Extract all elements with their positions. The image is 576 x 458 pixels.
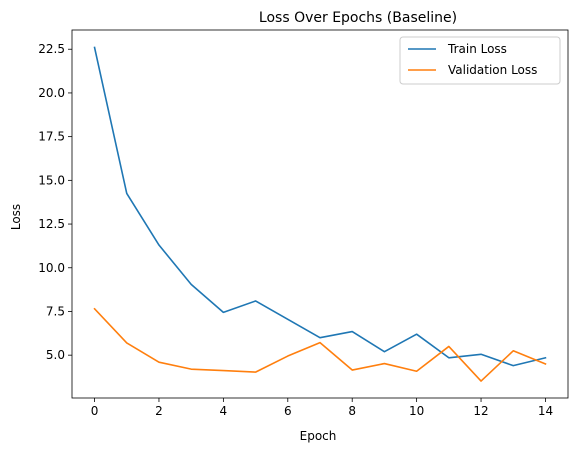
x-tick-label: 4 — [220, 404, 228, 418]
y-tick-label: 15.0 — [38, 173, 65, 187]
x-axis: 0 2 4 6 8 10 12 14 — [91, 398, 553, 418]
y-tick-label: 22.5 — [38, 42, 65, 56]
x-tick-label: 10 — [409, 404, 424, 418]
x-tick-label: 14 — [538, 404, 553, 418]
legend-label-train-loss: Train Loss — [447, 42, 507, 56]
x-tick-label: 0 — [91, 404, 99, 418]
y-tick-label: 10.0 — [38, 261, 65, 275]
x-tick-label: 2 — [155, 404, 163, 418]
y-tick-label: 7.5 — [46, 304, 65, 318]
y-axis-label: Loss — [9, 204, 23, 230]
y-tick-label: 17.5 — [38, 130, 65, 144]
chart-title: Loss Over Epochs (Baseline) — [259, 10, 457, 26]
train-loss-line — [95, 47, 546, 365]
y-tick-label: 5.0 — [46, 348, 65, 362]
legend-label-validation-loss: Validation Loss — [448, 63, 537, 77]
x-tick-label: 6 — [284, 404, 292, 418]
x-tick-label: 8 — [348, 404, 356, 418]
series-layer — [94, 47, 545, 381]
validation-loss-line — [95, 309, 546, 381]
x-tick-label: 12 — [473, 404, 488, 418]
legend: Train Loss Validation Loss — [400, 37, 560, 84]
y-tick-label: 20.0 — [38, 86, 65, 100]
y-axis: 5.0 7.5 10.0 12.5 15.0 17.5 20.0 22.5 — [38, 42, 72, 362]
x-axis-label: Epoch — [300, 429, 337, 443]
y-tick-label: 12.5 — [38, 217, 65, 231]
